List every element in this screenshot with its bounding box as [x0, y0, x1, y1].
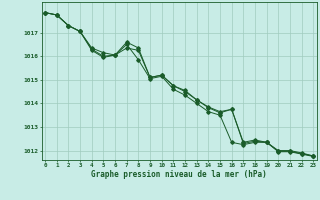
- X-axis label: Graphe pression niveau de la mer (hPa): Graphe pression niveau de la mer (hPa): [91, 170, 267, 179]
